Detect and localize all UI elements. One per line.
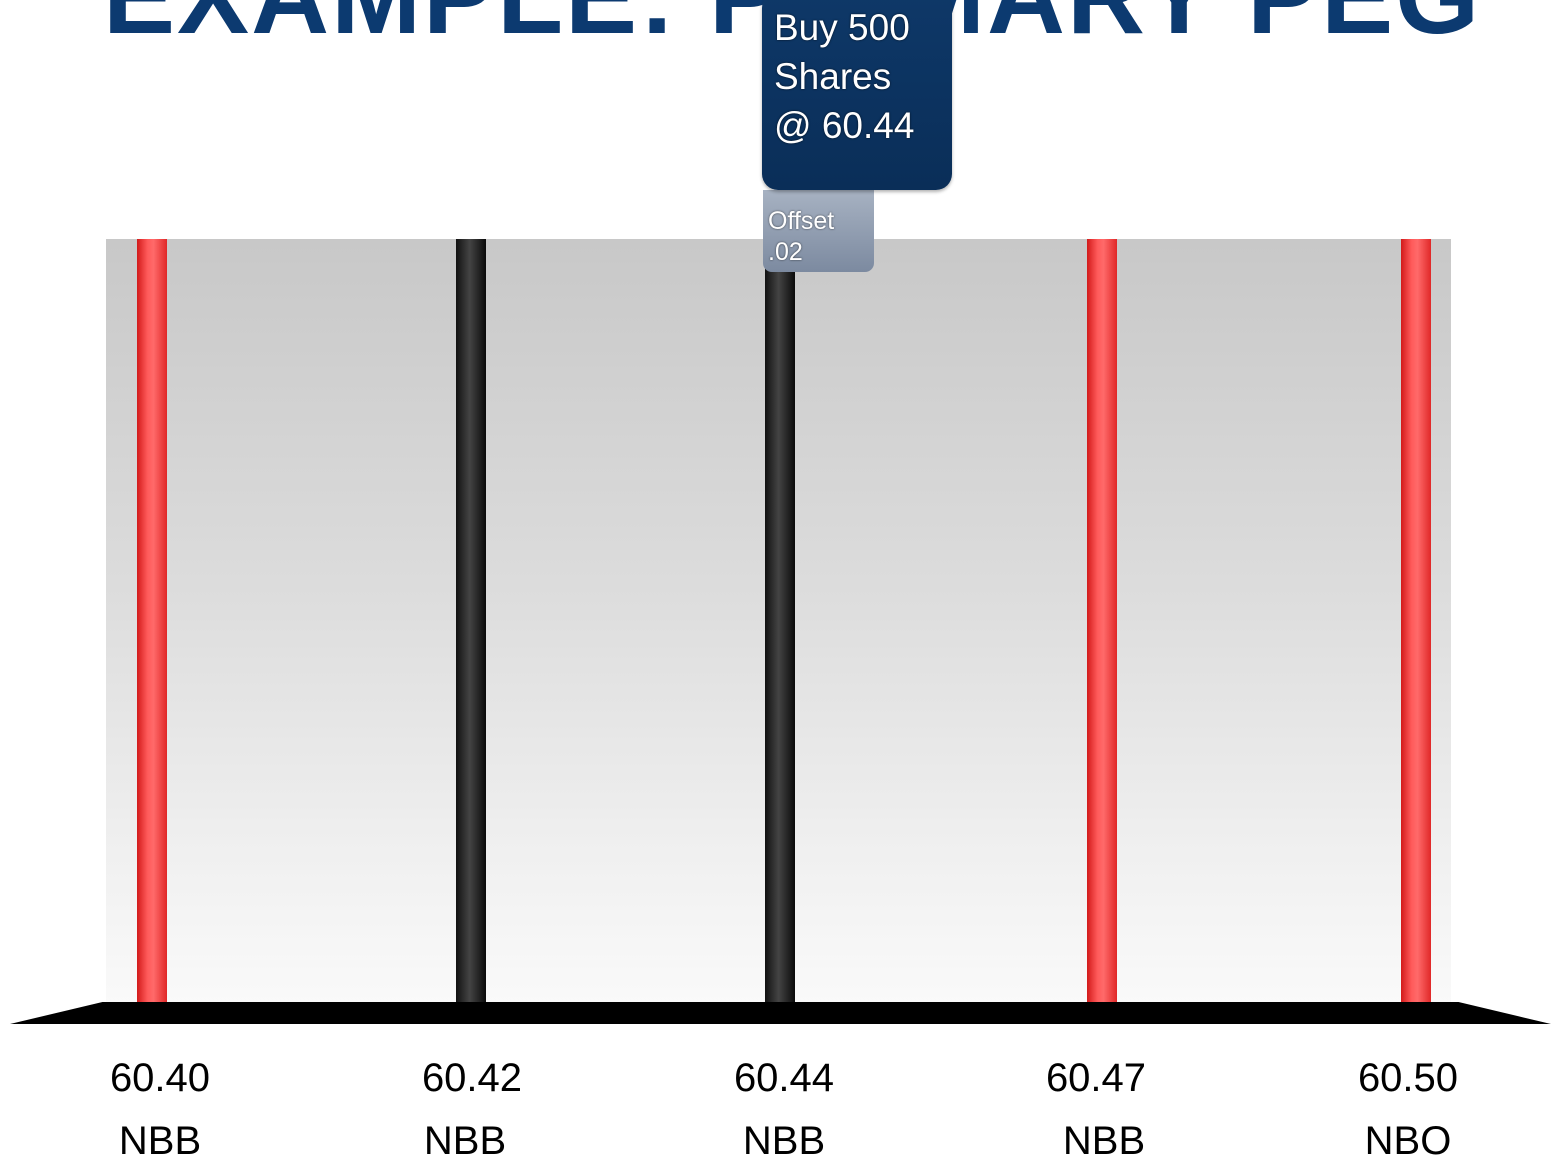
- price-bar-60-42: [456, 239, 486, 1006]
- price-label: 60.42: [421, 1056, 523, 1100]
- price-bar-60-50: [1401, 239, 1431, 1006]
- side-label: NBO: [1364, 1119, 1452, 1158]
- offset-tag: Offset .02: [763, 190, 874, 272]
- offset-value: .02: [768, 238, 803, 266]
- price-bar-60-40: [137, 239, 167, 1006]
- price-label: 60.47: [1045, 1056, 1147, 1100]
- price-label: 60.40: [109, 1056, 211, 1100]
- price-label: 60.50: [1357, 1056, 1459, 1100]
- price-bar-60-47: [1087, 239, 1117, 1006]
- price-label: 60.44: [733, 1056, 835, 1100]
- order-line-2: Shares: [774, 56, 892, 97]
- offset-label: Offset: [768, 207, 835, 235]
- side-label: NBB: [423, 1119, 507, 1158]
- side-label: NBB: [1062, 1119, 1146, 1158]
- ladder-base: [10, 1002, 1551, 1024]
- order-line-1: Buy 500: [774, 7, 910, 48]
- side-label: NBB: [742, 1119, 826, 1158]
- side-label: NBB: [118, 1119, 202, 1158]
- price-bar-60-44: [765, 239, 795, 1006]
- order-box: Buy 500 Shares @ 60.44: [762, 0, 952, 190]
- order-line-3: @ 60.44: [774, 105, 915, 146]
